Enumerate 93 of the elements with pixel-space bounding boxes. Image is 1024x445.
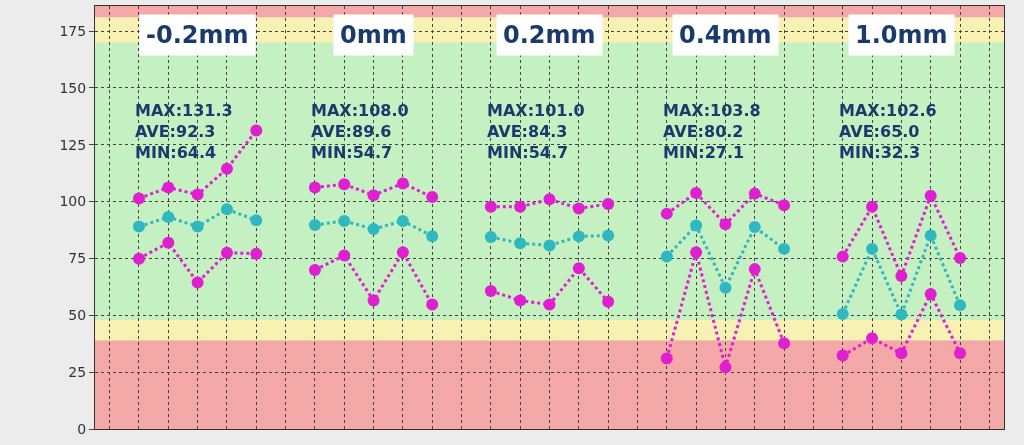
annotation: MAX:101.0 AVE:84.3 MIN:54.7 — [487, 101, 585, 162]
point — [660, 352, 673, 365]
point — [719, 218, 732, 231]
point — [866, 200, 879, 213]
y-tick-label: 25 — [68, 364, 87, 381]
point — [836, 307, 849, 320]
point — [572, 262, 585, 275]
point — [191, 188, 204, 201]
point — [748, 263, 761, 276]
point — [162, 236, 175, 249]
point — [191, 220, 204, 233]
y-tick-label: 150 — [59, 79, 87, 96]
point — [396, 246, 409, 259]
point — [132, 192, 145, 205]
point — [866, 242, 879, 255]
annotation: -0.2mm — [146, 21, 249, 49]
point — [308, 219, 321, 231]
annotation: MAX:108.0 AVE:89.6 MIN:54.7 — [311, 101, 409, 162]
point — [426, 230, 439, 243]
point — [250, 124, 263, 137]
point — [308, 181, 321, 194]
point — [602, 295, 615, 308]
point — [367, 189, 380, 202]
point — [308, 264, 321, 277]
point — [484, 284, 497, 297]
point — [543, 193, 556, 206]
point — [220, 162, 233, 175]
point — [954, 347, 967, 360]
point — [572, 202, 585, 215]
point — [338, 249, 351, 262]
point — [426, 298, 439, 311]
point — [719, 361, 732, 374]
point — [690, 246, 703, 259]
point — [660, 250, 673, 263]
point — [690, 219, 703, 232]
point — [162, 211, 175, 224]
y-tick-label: 175 — [59, 22, 87, 39]
point — [514, 294, 527, 307]
annotation: MAX:103.8 AVE:80.2 MIN:27.1 — [663, 101, 761, 162]
point — [895, 347, 908, 360]
point — [543, 298, 556, 311]
y-tick-label: 50 — [68, 307, 87, 324]
point — [162, 181, 175, 194]
point — [338, 178, 351, 191]
point — [543, 239, 556, 252]
point — [396, 177, 409, 190]
point — [514, 200, 527, 213]
y-tick-label: 0 — [77, 420, 87, 437]
point — [924, 287, 937, 300]
annotation: 1.0mm — [855, 21, 948, 49]
annotation: MAX:131.3 AVE:92.3 MIN:64.4 — [135, 101, 233, 162]
point — [895, 308, 908, 321]
point — [836, 250, 849, 263]
point — [836, 349, 849, 362]
point — [748, 187, 761, 200]
point — [660, 207, 673, 220]
point — [396, 214, 409, 227]
y-tick-label: 100 — [59, 193, 87, 210]
point — [602, 198, 615, 211]
y-tick-label: 75 — [68, 250, 87, 267]
point — [220, 203, 233, 216]
point — [778, 242, 791, 255]
point — [895, 269, 908, 282]
point — [954, 299, 967, 312]
point — [132, 252, 145, 265]
point — [778, 199, 791, 212]
annotation: 0.2mm — [503, 21, 596, 49]
point — [924, 189, 937, 202]
annotation: 0.4mm — [679, 21, 772, 49]
point — [866, 332, 879, 345]
point — [191, 276, 204, 289]
annotation: MAX:102.6 AVE:65.0 MIN:32.3 — [839, 101, 937, 162]
point — [220, 246, 233, 259]
point — [367, 223, 380, 236]
point — [719, 281, 732, 294]
point — [954, 251, 967, 264]
point — [748, 221, 761, 234]
point — [602, 229, 615, 242]
point — [514, 237, 527, 250]
point — [572, 230, 585, 243]
y-tick-label: 125 — [59, 136, 87, 153]
point — [484, 200, 497, 213]
point — [484, 231, 497, 244]
point — [338, 214, 351, 227]
point — [367, 294, 380, 307]
point — [426, 191, 439, 204]
point — [132, 220, 145, 233]
point — [778, 337, 791, 350]
point — [690, 186, 703, 199]
point — [250, 247, 263, 260]
point — [924, 229, 937, 242]
point — [250, 214, 263, 227]
annotation: 0mm — [340, 21, 407, 49]
